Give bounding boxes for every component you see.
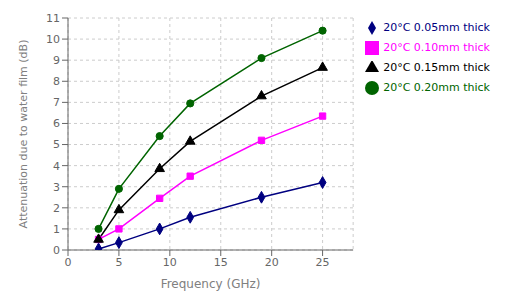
svg-text:4: 4 [53, 160, 60, 173]
svg-text:7: 7 [53, 96, 60, 109]
svg-text:0: 0 [53, 244, 60, 257]
svg-text:0: 0 [65, 256, 72, 269]
svg-text:5: 5 [53, 138, 60, 151]
svg-text:9: 9 [53, 54, 60, 67]
html-text:20°C 0.10mm thick: 20°C 0.10mm thick [383, 41, 490, 54]
html-text:20°C 0.20mm thick: 20°C 0.20mm thick [383, 81, 490, 94]
svg-text:1: 1 [53, 223, 60, 236]
svg-text:8: 8 [53, 75, 60, 88]
svg-text:5: 5 [115, 256, 122, 269]
svg-text:6: 6 [53, 117, 60, 130]
svg-text:10: 10 [163, 256, 177, 269]
svg-text:3: 3 [53, 181, 60, 194]
svg-text:15: 15 [214, 256, 228, 269]
svg-text:Frequency (GHz): Frequency (GHz) [161, 277, 261, 291]
svg-text:25: 25 [316, 256, 330, 269]
html-text:20°C 0.05mm thick: 20°C 0.05mm thick [383, 21, 490, 34]
svg-text:Attenuation due to water film: Attenuation due to water film (dB) [17, 40, 30, 229]
svg-text:10: 10 [46, 33, 60, 46]
html-text:20°C 0.15mm thick: 20°C 0.15mm thick [383, 61, 490, 74]
svg-text:11: 11 [46, 12, 60, 25]
svg-text:20: 20 [265, 256, 279, 269]
svg-text:2: 2 [53, 202, 60, 215]
